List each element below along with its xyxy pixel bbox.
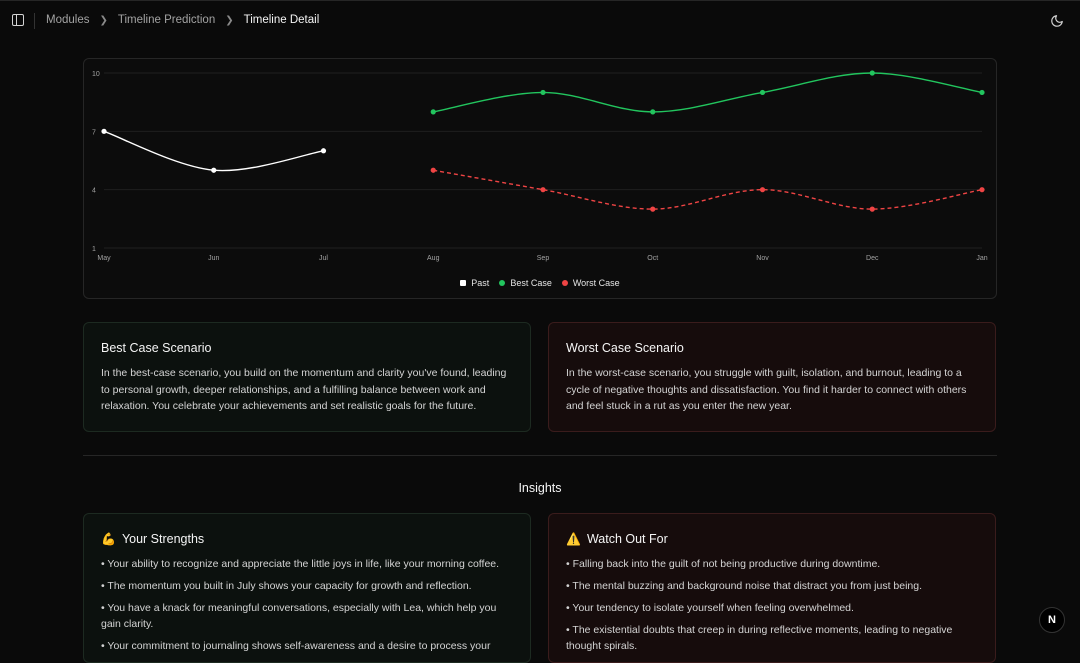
data-point[interactable] bbox=[540, 89, 546, 96]
watch-out-title: Watch Out For bbox=[586, 532, 668, 546]
series-line-best-case bbox=[433, 72, 983, 113]
warning-icon: ⚠️ bbox=[566, 532, 581, 546]
legend-swatch bbox=[499, 280, 506, 286]
chart-canvas: 1 4 7 10 May Jun Jul Aug Sep Oct Nov Dec Jan bbox=[92, 70, 988, 262]
watch-out-card: ⚠️ Watch Out For • Falling back into the… bbox=[548, 513, 996, 663]
breadcrumb-timeline-prediction[interactable]: Timeline Prediction bbox=[117, 14, 216, 26]
data-point[interactable] bbox=[211, 167, 217, 173]
strengths-title: Your Strengths bbox=[121, 532, 205, 546]
strengths-card: 💪 Your Strengths • Your ability to recog… bbox=[83, 513, 531, 663]
x-tick-label: Jul bbox=[319, 255, 328, 262]
x-tick-label: Jun bbox=[208, 255, 219, 262]
legend-label: Past bbox=[471, 278, 490, 288]
top-bar: Modules ❯ Timeline Prediction ❯ Timeline… bbox=[0, 0, 1080, 40]
watch-out-list: • Falling back into the guilt of not bei… bbox=[566, 556, 978, 654]
series-line-worst-case bbox=[433, 169, 983, 210]
legend-item: Best Case bbox=[499, 278, 552, 288]
watch-out-header: ⚠️ Watch Out For bbox=[566, 532, 978, 546]
legend-label: Worst Case bbox=[572, 278, 620, 288]
legend-swatch bbox=[561, 280, 568, 286]
strengths-header: 💪 Your Strengths bbox=[101, 532, 513, 546]
data-point[interactable] bbox=[101, 128, 107, 134]
insights-heading: Insights bbox=[518, 481, 562, 495]
data-point[interactable] bbox=[869, 70, 875, 76]
list-item: • Your tendency to isolate yourself when… bbox=[566, 602, 854, 614]
list-item: • Your ability to recognize and apprecia… bbox=[101, 558, 500, 570]
divider bbox=[34, 13, 35, 29]
worst-case-title: Worst Case Scenario bbox=[566, 341, 684, 355]
y-tick-label: 10 bbox=[92, 71, 100, 78]
data-point[interactable] bbox=[869, 206, 875, 212]
legend-item: Past bbox=[460, 278, 489, 288]
list-item: • The existential doubts that creep in d… bbox=[566, 624, 953, 652]
best-case-card: Best Case Scenario In the best-case scen… bbox=[83, 322, 531, 432]
best-case-title: Best Case Scenario bbox=[101, 341, 212, 355]
legend-swatch bbox=[460, 280, 467, 286]
list-item: • The momentum you built in July shows y… bbox=[101, 580, 472, 592]
series-line-past bbox=[103, 130, 324, 172]
sidebar-toggle-icon[interactable] bbox=[12, 14, 24, 26]
x-tick-label: Jan bbox=[976, 255, 987, 262]
worst-case-text: In the worst-case scenario, you struggle… bbox=[566, 367, 967, 412]
moon-icon[interactable] bbox=[1050, 14, 1064, 28]
legend-item: Worst Case bbox=[561, 278, 620, 288]
section-divider bbox=[83, 455, 997, 456]
data-point[interactable] bbox=[430, 109, 436, 115]
strengths-list: • Your ability to recognize and apprecia… bbox=[101, 556, 513, 654]
breadcrumb: Modules ❯ Timeline Prediction ❯ Timeline… bbox=[46, 14, 319, 26]
list-item: • You have a knack for meaningful conver… bbox=[101, 602, 497, 630]
data-point[interactable] bbox=[979, 89, 985, 96]
chevron-right-icon: ❯ bbox=[99, 14, 108, 26]
x-tick-label: Nov bbox=[756, 255, 769, 262]
legend-label: Best Case bbox=[510, 278, 552, 288]
list-item: • Your commitment to journaling shows se… bbox=[101, 640, 491, 652]
data-point[interactable] bbox=[650, 206, 656, 212]
data-point[interactable] bbox=[320, 148, 327, 154]
flexed-biceps-icon: 💪 bbox=[101, 532, 116, 546]
data-point[interactable] bbox=[430, 167, 436, 173]
list-item: • The mental buzzing and background nois… bbox=[566, 580, 923, 592]
timeline-chart: 1 4 7 10 May Jun Jul Aug Sep Oct Nov Dec Jan bbox=[83, 58, 997, 299]
list-item: • Falling back into the guilt of not bei… bbox=[566, 558, 881, 570]
x-tick-label: Sep bbox=[537, 255, 550, 262]
data-point[interactable] bbox=[540, 187, 546, 193]
data-point[interactable] bbox=[979, 187, 985, 193]
chevron-right-icon: ❯ bbox=[225, 14, 234, 26]
x-tick-label: Oct bbox=[647, 255, 658, 262]
data-point[interactable] bbox=[759, 89, 766, 96]
y-tick-label: 1 bbox=[92, 246, 96, 253]
y-tick-label: 4 bbox=[92, 188, 96, 195]
worst-case-card: Worst Case Scenario In the worst-case sc… bbox=[548, 322, 996, 432]
breadcrumb-modules[interactable]: Modules bbox=[46, 14, 90, 26]
breadcrumb-current: Timeline Detail bbox=[243, 14, 320, 26]
chart-legend: Past Best Case Worst Case bbox=[83, 278, 997, 288]
data-point[interactable] bbox=[759, 187, 766, 193]
best-case-text: In the best-case scenario, you build on … bbox=[101, 367, 507, 412]
next-logo-button[interactable]: N bbox=[1039, 607, 1065, 633]
x-tick-label: Dec bbox=[866, 255, 879, 262]
data-point[interactable] bbox=[650, 109, 656, 115]
x-tick-label: Aug bbox=[427, 255, 440, 262]
x-tick-label: May bbox=[97, 255, 111, 262]
y-tick-label: 7 bbox=[92, 129, 96, 136]
